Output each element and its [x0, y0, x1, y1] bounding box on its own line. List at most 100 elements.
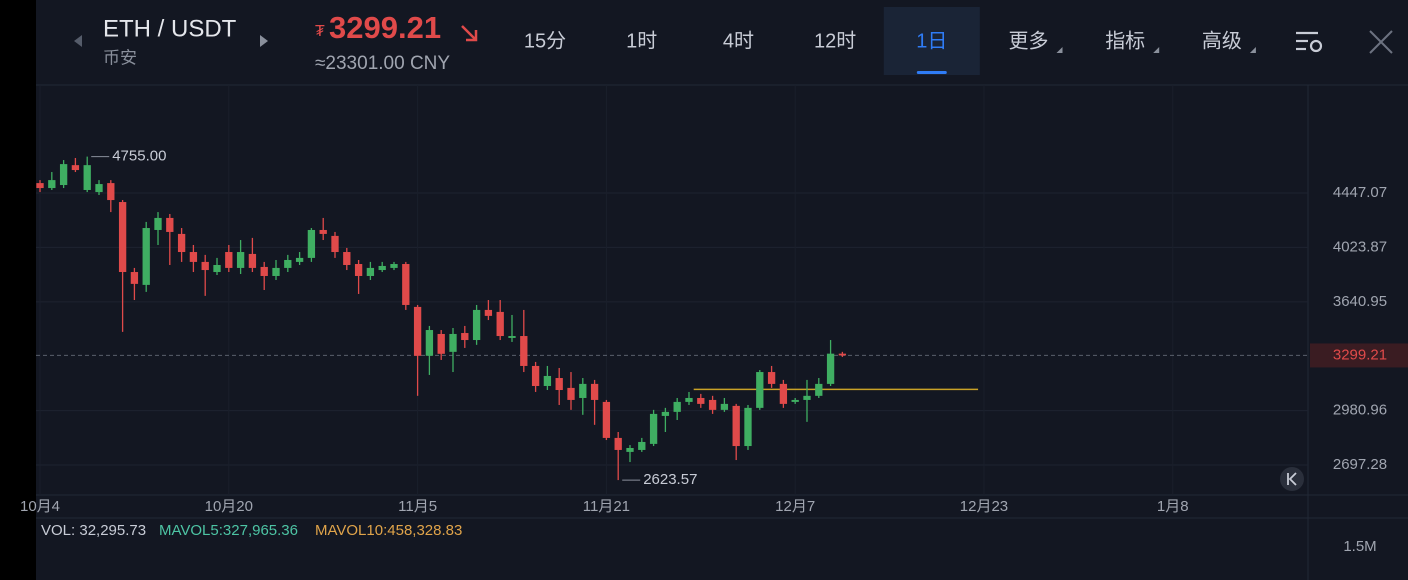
candle-body [732, 405, 740, 447]
candle-body [708, 399, 717, 410]
active-tab-bg [883, 7, 980, 75]
y-tick-label: 4447.07 [1333, 184, 1387, 201]
dropdown-mark [1249, 47, 1256, 53]
dropdown-mark [1153, 47, 1160, 53]
candle-body [225, 252, 233, 268]
candle-body [767, 372, 776, 384]
candle-body [720, 403, 729, 410]
candle-body [402, 264, 410, 305]
left-edge [0, 0, 36, 580]
candle-body [472, 309, 481, 341]
candle-body [107, 183, 115, 201]
x-tick-label: 12月23 [960, 498, 1008, 515]
x-tick-label: 1月8 [1157, 498, 1189, 515]
timeframe-tab[interactable]: 4时 [723, 29, 754, 52]
close-button[interactable] [1369, 30, 1393, 54]
candle-body [803, 395, 811, 400]
candle-body [366, 267, 375, 276]
timeframe-tab[interactable]: 高级 [1202, 29, 1242, 52]
candle-body [83, 165, 91, 190]
candle-body [791, 399, 799, 402]
y-tick-label: 4023.87 [1333, 238, 1387, 255]
current-price-tag [1310, 343, 1408, 368]
candle-body [555, 378, 563, 391]
candle-body [284, 259, 292, 268]
x-tick-label: 11月5 [398, 498, 437, 515]
candle-body [307, 229, 316, 258]
candles [36, 156, 847, 481]
mavol5-label: MAVOL5:327,965.36 [159, 522, 298, 539]
scroll-latest-button[interactable] [1280, 467, 1304, 491]
candle-body [461, 333, 469, 341]
candle-body [661, 411, 670, 416]
candle-body [248, 253, 257, 268]
candle-body [579, 383, 587, 398]
timeframe-tab[interactable]: 指标 [1105, 29, 1145, 52]
candle-body [638, 441, 646, 450]
exchange: 币安 [103, 48, 137, 67]
candle-body [142, 228, 150, 285]
scroll-latest-icon [1287, 472, 1297, 486]
candle-body [189, 252, 198, 262]
candle-body [343, 252, 351, 265]
candle-body [602, 401, 611, 438]
candle-body [154, 217, 162, 230]
candle-body [201, 261, 209, 271]
candle-body [520, 336, 528, 366]
candle-body [130, 272, 139, 284]
timeframe-tab[interactable]: 15分 [524, 29, 566, 52]
candle-body [496, 311, 504, 337]
annotation-label: 2623.57 [643, 471, 697, 488]
candle-body [673, 401, 681, 412]
current-price-label: 3299.21 [1333, 346, 1387, 363]
prev-arrow[interactable] [74, 35, 82, 47]
timeframe-tab[interactable]: 12时 [814, 29, 856, 52]
price: 3299.21 [329, 10, 441, 45]
down-arrow [461, 25, 478, 42]
annotation-label: 4755.00 [112, 148, 166, 165]
candle-body [118, 202, 127, 273]
candle-body [36, 183, 44, 189]
candle-body [626, 447, 634, 452]
candle-body [59, 164, 68, 186]
candle-body [838, 353, 847, 356]
volume-axis-label: 1.5M [1343, 538, 1376, 555]
y-tick-label: 2697.28 [1333, 456, 1387, 473]
mavol10-label: MAVOL10:458,328.83 [315, 522, 462, 539]
candle-body [779, 383, 788, 404]
candle-body [295, 257, 304, 262]
candle-body [744, 407, 752, 447]
x-tick-label: 10月4 [20, 498, 60, 515]
currency-symbol: ₮ [315, 23, 325, 40]
timeframe-tab[interactable]: 更多 [1009, 29, 1049, 52]
candle-body [484, 309, 493, 316]
candle-body [508, 336, 516, 338]
cny-price: ≈23301.00 CNY [315, 53, 450, 74]
candle-body [543, 375, 552, 386]
candle-body [319, 229, 327, 234]
candle-body [567, 387, 575, 400]
candle-body [531, 365, 540, 386]
candle-body [697, 397, 705, 404]
vol-label: VOL: 32,295.73 [41, 522, 146, 539]
candle-body [378, 265, 386, 271]
candle-body [413, 306, 422, 356]
candle-body [815, 383, 823, 396]
dropdown-mark [1056, 47, 1063, 53]
candle-body [826, 353, 835, 384]
candle-body [590, 383, 599, 400]
candle-body [437, 333, 445, 354]
candle-body [331, 235, 339, 253]
settings-icon[interactable] [1296, 31, 1323, 53]
y-tick-label: 3640.95 [1333, 293, 1387, 310]
candle-body [614, 437, 622, 450]
timeframe-tab[interactable]: 1日 [916, 30, 947, 52]
candle-body [756, 372, 764, 408]
candle-body [95, 184, 103, 193]
timeframe-tab[interactable]: 1时 [626, 29, 657, 52]
pair: ETH / USDT [103, 15, 237, 42]
next-arrow[interactable] [260, 35, 268, 47]
x-tick-label: 12月7 [775, 498, 815, 515]
